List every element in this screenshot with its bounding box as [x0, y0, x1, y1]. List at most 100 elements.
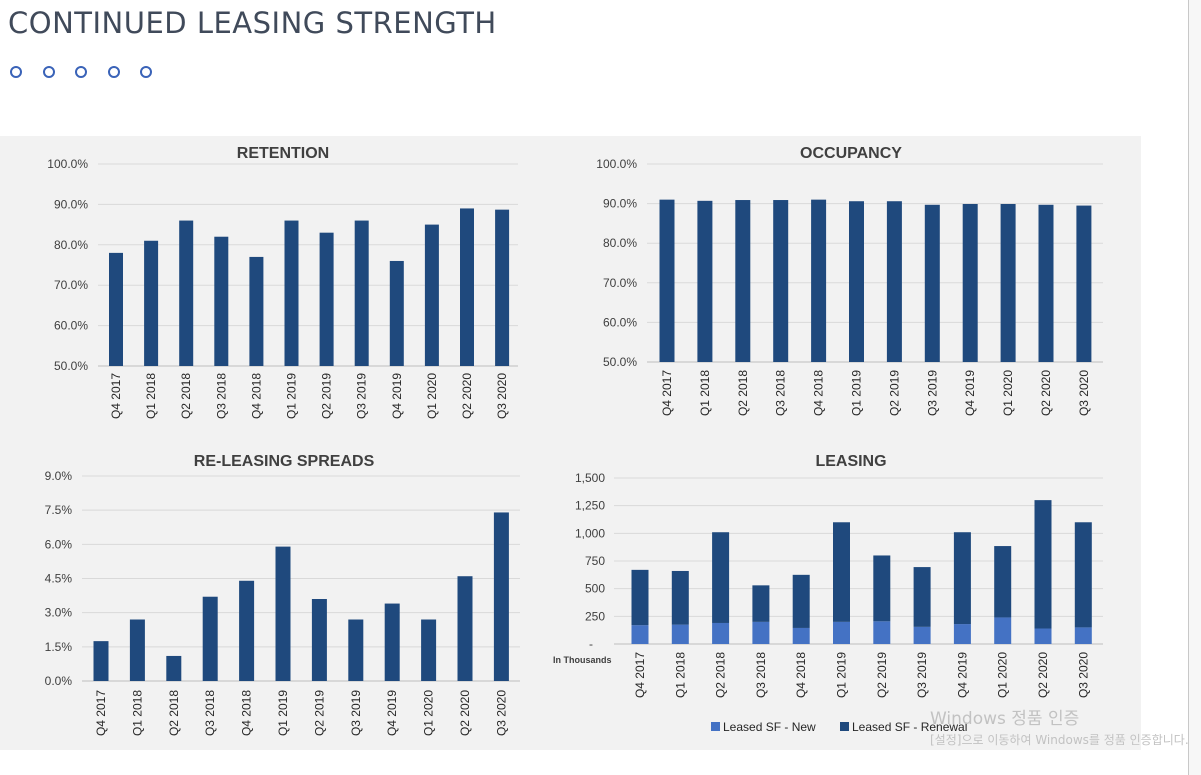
bar	[319, 232, 334, 366]
bar	[311, 599, 327, 681]
x-tick-label: Q2 2019	[312, 690, 326, 736]
y-tick-label: 9.0%	[45, 469, 73, 483]
bar-renewal	[953, 532, 971, 625]
y-tick-label: 70.0%	[54, 278, 88, 292]
y-tick-label: 500	[585, 582, 605, 596]
bar	[275, 546, 291, 681]
x-tick-label: Q1 2020	[996, 652, 1010, 698]
bar	[389, 260, 404, 366]
chart-title-occupancy: OCCUPANCY	[800, 145, 902, 162]
y-tick-label: 100.0%	[47, 157, 88, 171]
bar-new	[1034, 628, 1052, 644]
x-tick-label: Q4 2019	[385, 690, 399, 736]
y-tick-label: 0.0%	[45, 674, 73, 688]
bar	[697, 200, 713, 362]
bar	[239, 580, 255, 681]
right-edge-line	[1188, 0, 1189, 775]
ring-dot-icon	[107, 66, 120, 78]
y-tick-label: 60.0%	[54, 319, 88, 333]
x-tick-label: Q4 2017	[109, 373, 123, 419]
x-tick-label: Q4 2019	[955, 652, 969, 698]
bar-renewal	[1034, 500, 1052, 629]
x-tick-label: Q4 2018	[240, 690, 254, 736]
y-tick-label: 250	[585, 609, 605, 623]
bar-new	[913, 626, 931, 644]
bar-new	[631, 625, 649, 644]
x-tick-label: Q3 2020	[1077, 370, 1091, 416]
legend-swatch	[711, 722, 720, 731]
chart-title-leasing: LEASING	[815, 453, 886, 470]
bar-new	[833, 621, 850, 644]
x-tick-label: Q3 2020	[494, 690, 508, 736]
ring-dot-icon	[10, 66, 22, 78]
x-tick-label: Q1 2018	[673, 652, 687, 698]
bar-new	[671, 624, 689, 644]
y-tick-label: 6.0%	[45, 537, 73, 551]
x-tick-label: Q2 2019	[320, 373, 334, 419]
y-tick-label: 50.0%	[603, 355, 637, 369]
bar	[249, 256, 264, 366]
x-tick-label: Q2 2020	[458, 690, 472, 736]
x-tick-label: Q2 2020	[460, 373, 474, 419]
bar-new	[1074, 627, 1092, 644]
right-edge-strip	[1189, 0, 1201, 775]
y-tick-label: 1,500	[575, 471, 605, 485]
bar	[773, 200, 789, 362]
x-tick-label: Q2 2020	[1036, 652, 1050, 698]
x-tick-label: Q3 2020	[495, 373, 509, 419]
bar-renewal	[873, 555, 891, 622]
y-tick-label: 100.0%	[596, 157, 637, 171]
chart-title-releasing: RE-LEASING SPREADS	[194, 453, 375, 470]
bar	[1000, 203, 1016, 362]
x-tick-label: Q3 2019	[925, 370, 939, 416]
bar	[348, 619, 364, 681]
bar	[1038, 204, 1054, 362]
page-title: CONTINUED LEASING STRENGTH	[8, 6, 497, 40]
y-tick-label: 7.5%	[45, 503, 73, 517]
x-tick-label: Q4 2018	[812, 370, 826, 416]
y-tick-label: 3.0%	[45, 606, 73, 620]
bar	[962, 203, 978, 362]
x-tick-label: Q3 2019	[349, 690, 363, 736]
bar	[1076, 205, 1092, 362]
legend-swatch	[840, 722, 849, 731]
x-tick-label: Q4 2018	[249, 373, 263, 419]
x-tick-label: Q2 2018	[179, 373, 193, 419]
bar	[166, 655, 182, 681]
bar	[493, 512, 509, 681]
x-tick-label: Q1 2018	[130, 690, 144, 736]
x-tick-label: Q4 2017	[94, 690, 108, 736]
bar	[735, 200, 751, 362]
bar	[659, 199, 675, 362]
y-tick-label: 750	[585, 554, 605, 568]
bar-new	[873, 621, 891, 644]
y-tick-label: 1.5%	[45, 640, 73, 654]
x-tick-label: Q1 2020	[425, 373, 439, 419]
x-tick-label: Q2 2019	[875, 652, 889, 698]
legend-label: Leased SF - New	[723, 720, 816, 734]
x-tick-label: Q2 2018	[736, 370, 750, 416]
bar	[457, 576, 473, 681]
x-tick-label: Q4 2019	[963, 370, 977, 416]
windows-activation-watermark-title: Windows 정품 인증	[930, 709, 1080, 729]
ring-dot-icon	[75, 66, 87, 78]
unit-label: In Thousands	[553, 655, 612, 665]
x-tick-label: Q1 2018	[144, 373, 158, 419]
x-tick-label: Q3 2018	[203, 690, 217, 736]
x-tick-label: Q1 2018	[698, 370, 712, 416]
x-tick-label: Q4 2017	[633, 652, 647, 698]
y-tick-label: 60.0%	[603, 315, 637, 329]
bar-new	[994, 617, 1012, 644]
x-tick-label: Q4 2018	[794, 652, 808, 698]
x-tick-label: Q1 2019	[835, 652, 849, 698]
x-tick-label: Q2 2020	[1039, 370, 1053, 416]
x-tick-label: Q4 2019	[390, 373, 404, 419]
x-tick-label: Q1 2019	[285, 373, 299, 419]
bar	[424, 224, 439, 366]
bar	[495, 209, 510, 366]
y-tick-label: 90.0%	[54, 197, 88, 211]
x-tick-label: Q4 2017	[660, 370, 674, 416]
decorative-dots	[10, 66, 173, 78]
x-tick-label: Q1 2020	[1001, 370, 1015, 416]
